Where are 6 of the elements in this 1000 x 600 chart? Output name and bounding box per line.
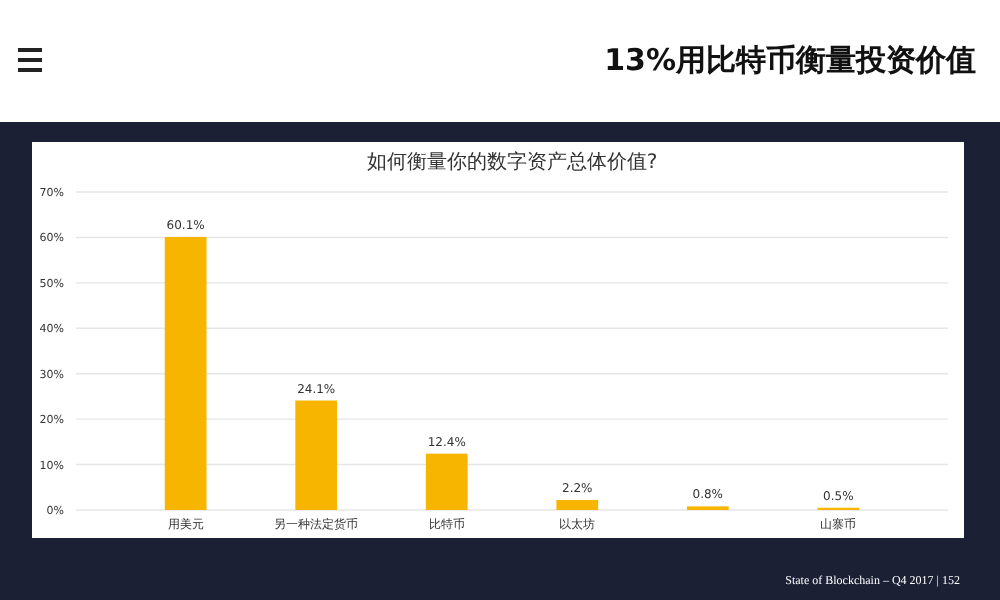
bar xyxy=(164,236,207,510)
chart-title: 如何衡量你的数字资产总体价值? xyxy=(366,150,658,174)
bar xyxy=(556,500,599,510)
bar xyxy=(295,400,338,510)
bar xyxy=(425,453,468,510)
chart-subtitle: 13%用比特币衡量投资价值 xyxy=(604,42,976,78)
